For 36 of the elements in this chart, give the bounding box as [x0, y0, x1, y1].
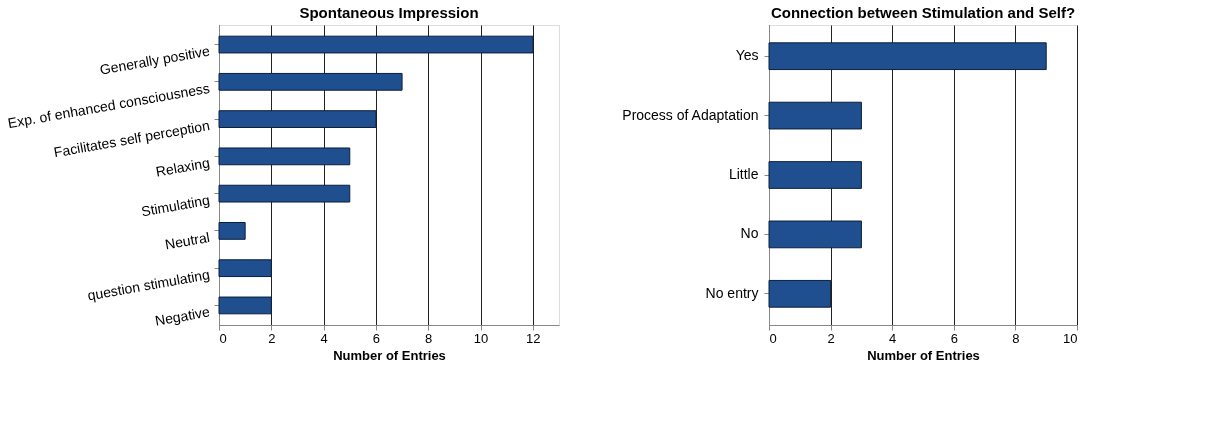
y-tick-label: Stimulating [139, 191, 211, 220]
y-tick-label: Relaxing [154, 154, 211, 180]
bar [218, 222, 246, 240]
bar [218, 110, 377, 128]
y-tick-label: Negative [153, 303, 212, 329]
x-tick-label: 10 [473, 330, 489, 346]
x-tick-label: 2 [827, 330, 835, 346]
bar [218, 35, 534, 54]
y-tick-label: No entry [705, 284, 759, 301]
x-tick-label: 6 [372, 330, 381, 346]
bar [218, 184, 351, 203]
y-tick-label: Neutral [163, 228, 211, 253]
y-tick-label: Process of Adaptation [622, 106, 759, 123]
bar [218, 259, 272, 278]
y-tick-label: Yes [735, 47, 759, 64]
y-tick-label: Little [728, 166, 759, 182]
chart-title: Spontaneous Impression [299, 4, 479, 21]
x-tick-label: 0 [219, 330, 227, 346]
x-tick-label: 12 [526, 330, 541, 346]
x-axis-title: Number of Entries [333, 347, 446, 363]
x-tick-label: 4 [889, 330, 897, 346]
bar [218, 72, 403, 91]
y-tick-label: Generally positive [98, 42, 212, 78]
bar [218, 296, 272, 315]
x-tick-label: 4 [320, 330, 328, 346]
chart-title: Connection between Stimulation and Self? [770, 4, 1076, 21]
y-tick-label: question stimulating [86, 266, 211, 304]
x-tick-label: 10 [1063, 330, 1078, 346]
y-tick-label: No [740, 225, 759, 242]
x-tick-label: 0 [769, 330, 777, 346]
x-tick-label: 8 [425, 330, 433, 346]
x-tick-label: 8 [1012, 330, 1020, 346]
x-tick-label: 6 [950, 330, 958, 346]
x-axis-title: Number of Entries [867, 347, 980, 363]
x-tick-label: 2 [268, 330, 276, 346]
bar [218, 147, 351, 166]
